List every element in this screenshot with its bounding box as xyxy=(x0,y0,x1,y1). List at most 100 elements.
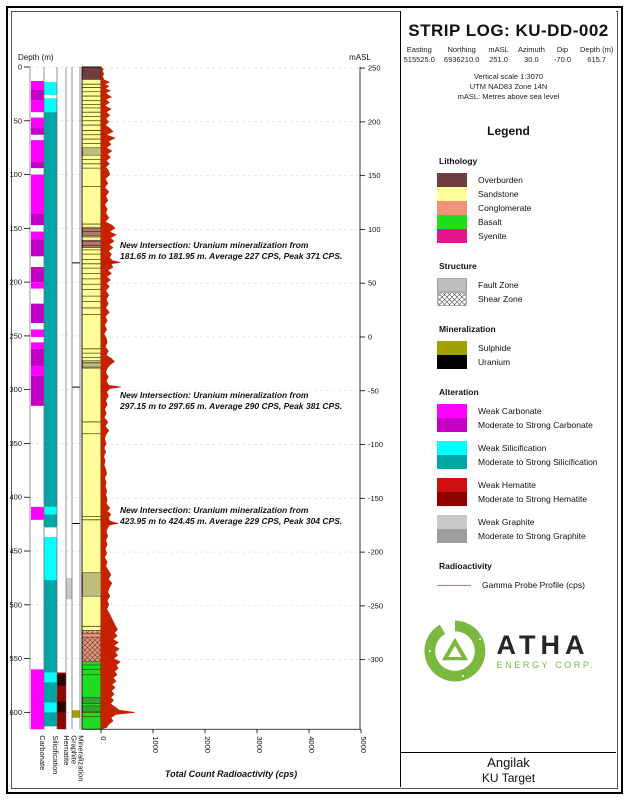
svg-text:0: 0 xyxy=(18,63,22,72)
alteration-tracks xyxy=(29,67,81,730)
legend-swatch xyxy=(437,515,467,529)
svg-text:2000: 2000 xyxy=(203,736,212,753)
legend-item: Weak Hematite xyxy=(401,478,616,492)
field-label: Azimuth xyxy=(517,45,545,54)
svg-text:50: 50 xyxy=(14,116,22,125)
legend-swatch xyxy=(437,278,467,292)
legend-swatch xyxy=(437,355,467,369)
legend-section-mineralization: Mineralization Sulphide Uranium xyxy=(401,324,616,369)
legend-item: Syenite xyxy=(401,229,616,243)
survey-field: Dip -70.0 xyxy=(554,45,571,64)
legend-section-title: Radioactivity xyxy=(439,561,492,571)
legend-label: Weak Hematite xyxy=(478,480,536,490)
legend-label: Basalt xyxy=(478,217,502,227)
svg-text:3000: 3000 xyxy=(255,736,264,753)
legend-label: Shear Zone xyxy=(478,294,523,304)
survey-field: Easting 515525.0 xyxy=(404,45,435,64)
page-title: STRIP LOG: KU-DD-002 xyxy=(408,21,609,40)
legend-swatch xyxy=(437,229,467,243)
svg-text:-100: -100 xyxy=(368,440,383,449)
masl-note: mASL: Metres above sea level xyxy=(457,92,560,101)
field-value: -70.0 xyxy=(553,55,572,64)
legend-item: Moderate to Strong Carbonate xyxy=(401,418,616,432)
strip-log-plot: Depth (m)0501001502002503003504004505005… xyxy=(9,53,383,782)
project-footer: Angilak KU Target xyxy=(400,752,616,787)
svg-text:4000: 4000 xyxy=(307,736,316,753)
page-inner-border xyxy=(11,11,618,789)
svg-text:1000: 1000 xyxy=(151,736,160,753)
legend-swatch xyxy=(437,441,467,455)
legend-label: Moderate to Strong Hematite xyxy=(478,494,588,504)
gamma-axis: 0 1000 2000 3000 4000 5000 Total Count Radioac… xyxy=(99,728,368,779)
svg-text:Graphite: Graphite xyxy=(70,735,79,764)
field-label: mASL xyxy=(488,45,509,54)
legend-label: Moderate to Strong Silicification xyxy=(478,457,598,467)
svg-text:Hematite: Hematite xyxy=(62,735,71,765)
legend-label: Moderate to Strong Carbonate xyxy=(478,420,593,430)
field-label: Northing xyxy=(447,45,476,54)
legend-section-structure: Structure Fault Zone Shear Zone xyxy=(401,261,616,306)
legend-item: Fault Zone xyxy=(401,278,616,292)
svg-text:423.95 m to 424.45 m. Average: 423.95 m to 424.45 m. Average 229 CPS, P… xyxy=(119,516,342,526)
legend-dual-item: Weak Carbonate Moderate to Strong Carbona… xyxy=(401,404,616,432)
svg-text:350: 350 xyxy=(9,439,22,448)
legend-item: Sulphide xyxy=(401,341,616,355)
project-name: Angilak xyxy=(487,755,530,770)
legend-item: Basalt xyxy=(401,215,616,229)
legend-item: Weak Graphite xyxy=(401,515,616,529)
field-value: 30.0 xyxy=(524,55,539,64)
legend-label: Syenite xyxy=(478,231,507,241)
legend-swatch xyxy=(437,478,467,492)
legend-swatch xyxy=(437,404,467,418)
legend-section-alteration: Alteration Weak Carbonate Moderate to Stro… xyxy=(401,387,616,543)
intersection-annotations: New Intersection: Uranium mineralization… xyxy=(101,240,342,526)
legend-item: Gamma Probe Profile (cps) xyxy=(401,578,616,592)
legend-label: Sulphide xyxy=(478,343,512,353)
svg-text:100: 100 xyxy=(368,225,381,234)
legend-swatch xyxy=(437,418,467,432)
legend-swatch xyxy=(437,492,467,506)
legend-label: Sandstone xyxy=(478,189,519,199)
svg-text:600: 600 xyxy=(9,708,22,717)
legend-section-lithology: Lithology Overburden Sandstone Conglomerate… xyxy=(401,156,616,243)
gamma-probe-curve xyxy=(100,66,135,730)
svg-text:-200: -200 xyxy=(368,548,383,557)
svg-text:250: 250 xyxy=(368,64,381,73)
masl-axis: mASL 250 200 150 100 50 0 -50 -100 -150 -200 -250 -3… xyxy=(349,53,383,730)
field-label: Dip xyxy=(556,45,569,54)
legend-item: Overburden xyxy=(401,173,616,187)
svg-text:New Intersection: Uranium mine: New Intersection: Uranium mineralization… xyxy=(120,240,309,250)
svg-text:Total Count Radioactivity (cps: Total Count Radioactivity (cps) xyxy=(165,769,297,779)
survey-fields: Easting 515525.0 Northing 6936210.0 mASL 251.… xyxy=(401,45,616,64)
svg-text:300: 300 xyxy=(9,385,22,394)
svg-text:150: 150 xyxy=(368,171,381,180)
page-outer-border xyxy=(6,6,623,794)
svg-text:500: 500 xyxy=(9,600,22,609)
svg-text:0: 0 xyxy=(99,736,108,740)
gridlines xyxy=(30,66,360,713)
svg-text:200: 200 xyxy=(368,117,381,126)
info-panel: STRIP LOG: KU-DD-002 Easting 515525.0 Nort… xyxy=(400,11,616,752)
svg-text:150: 150 xyxy=(9,224,22,233)
legend-section-radioactivity: Radioactivity Gamma Probe Profile (cps) xyxy=(401,561,616,592)
legend-item: Moderate to Strong Hematite xyxy=(401,492,616,506)
legend-sections: Lithology Overburden Sandstone Conglomerate… xyxy=(401,156,616,592)
legend-item: Shear Zone xyxy=(401,292,616,306)
svg-text:50: 50 xyxy=(368,279,376,288)
svg-text:297.15 m to 297.65 m. Average: 297.15 m to 297.65 m. Average 290 CPS, P… xyxy=(119,401,342,411)
legend-item: Weak Silicification xyxy=(401,441,616,455)
legend-label: Conglomerate xyxy=(478,203,532,213)
svg-text:-300: -300 xyxy=(368,655,383,664)
legend-swatch xyxy=(437,584,471,586)
svg-text:New Intersection: Uranium mine: New Intersection: Uranium mineralization… xyxy=(120,390,309,400)
legend-title: Legend xyxy=(487,124,530,138)
legend-item: Weak Carbonate xyxy=(401,404,616,418)
survey-field: Depth (m) 615.7 xyxy=(580,45,613,64)
datum-note: UTM NAD83 Zone 14N xyxy=(469,82,548,91)
legend-dual-item: Weak Silicification Moderate to Strong Si… xyxy=(401,441,616,469)
svg-text:Silicification: Silicification xyxy=(51,735,60,774)
legend-section-title: Structure xyxy=(439,261,477,271)
legend-section-title: Mineralization xyxy=(439,324,496,334)
track-labels: Carbonate Silicification HematiteGraphiteM… xyxy=(38,735,86,781)
lithology-column xyxy=(81,66,102,730)
